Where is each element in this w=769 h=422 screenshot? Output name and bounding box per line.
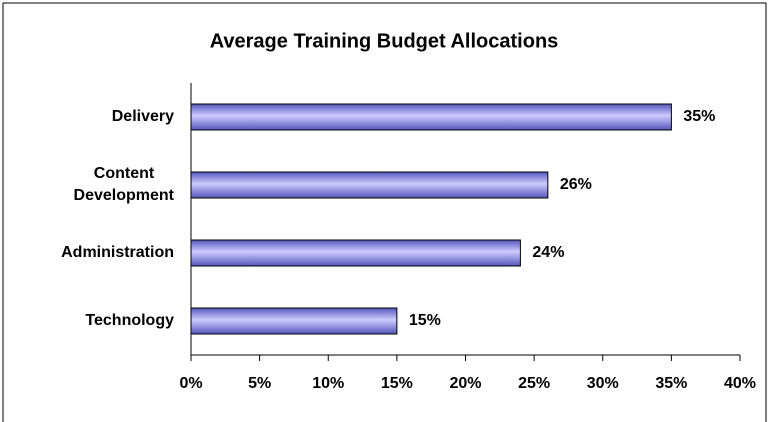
- value-label: 35%: [683, 108, 715, 125]
- x-tick-label: 30%: [587, 375, 619, 392]
- value-label: 15%: [409, 312, 441, 329]
- label-line: Development: [74, 187, 175, 204]
- y-tick-label: Delivery: [112, 108, 174, 125]
- x-tick-label: 0%: [179, 375, 202, 392]
- bar: [190, 171, 549, 199]
- bar: [190, 239, 521, 267]
- value-label: 24%: [532, 244, 564, 261]
- x-tick-label: 10%: [312, 375, 344, 392]
- x-tick-label: 40%: [724, 375, 756, 392]
- label-line: Content: [94, 165, 155, 182]
- x-tick-label: 5%: [248, 375, 271, 392]
- y-tick-label: Technology: [85, 312, 174, 329]
- x-tick-label: 35%: [655, 375, 687, 392]
- y-tick-label: Content Development: [74, 165, 175, 204]
- bar: [190, 103, 672, 131]
- y-tick-label: Administration: [61, 244, 174, 261]
- chart-title: Average Training Budget Allocations: [210, 30, 559, 52]
- x-tick-label: 25%: [518, 375, 550, 392]
- x-tick-label: 20%: [449, 375, 481, 392]
- x-tick-label: 15%: [381, 375, 413, 392]
- bar: [190, 307, 398, 335]
- value-label: 26%: [560, 176, 592, 193]
